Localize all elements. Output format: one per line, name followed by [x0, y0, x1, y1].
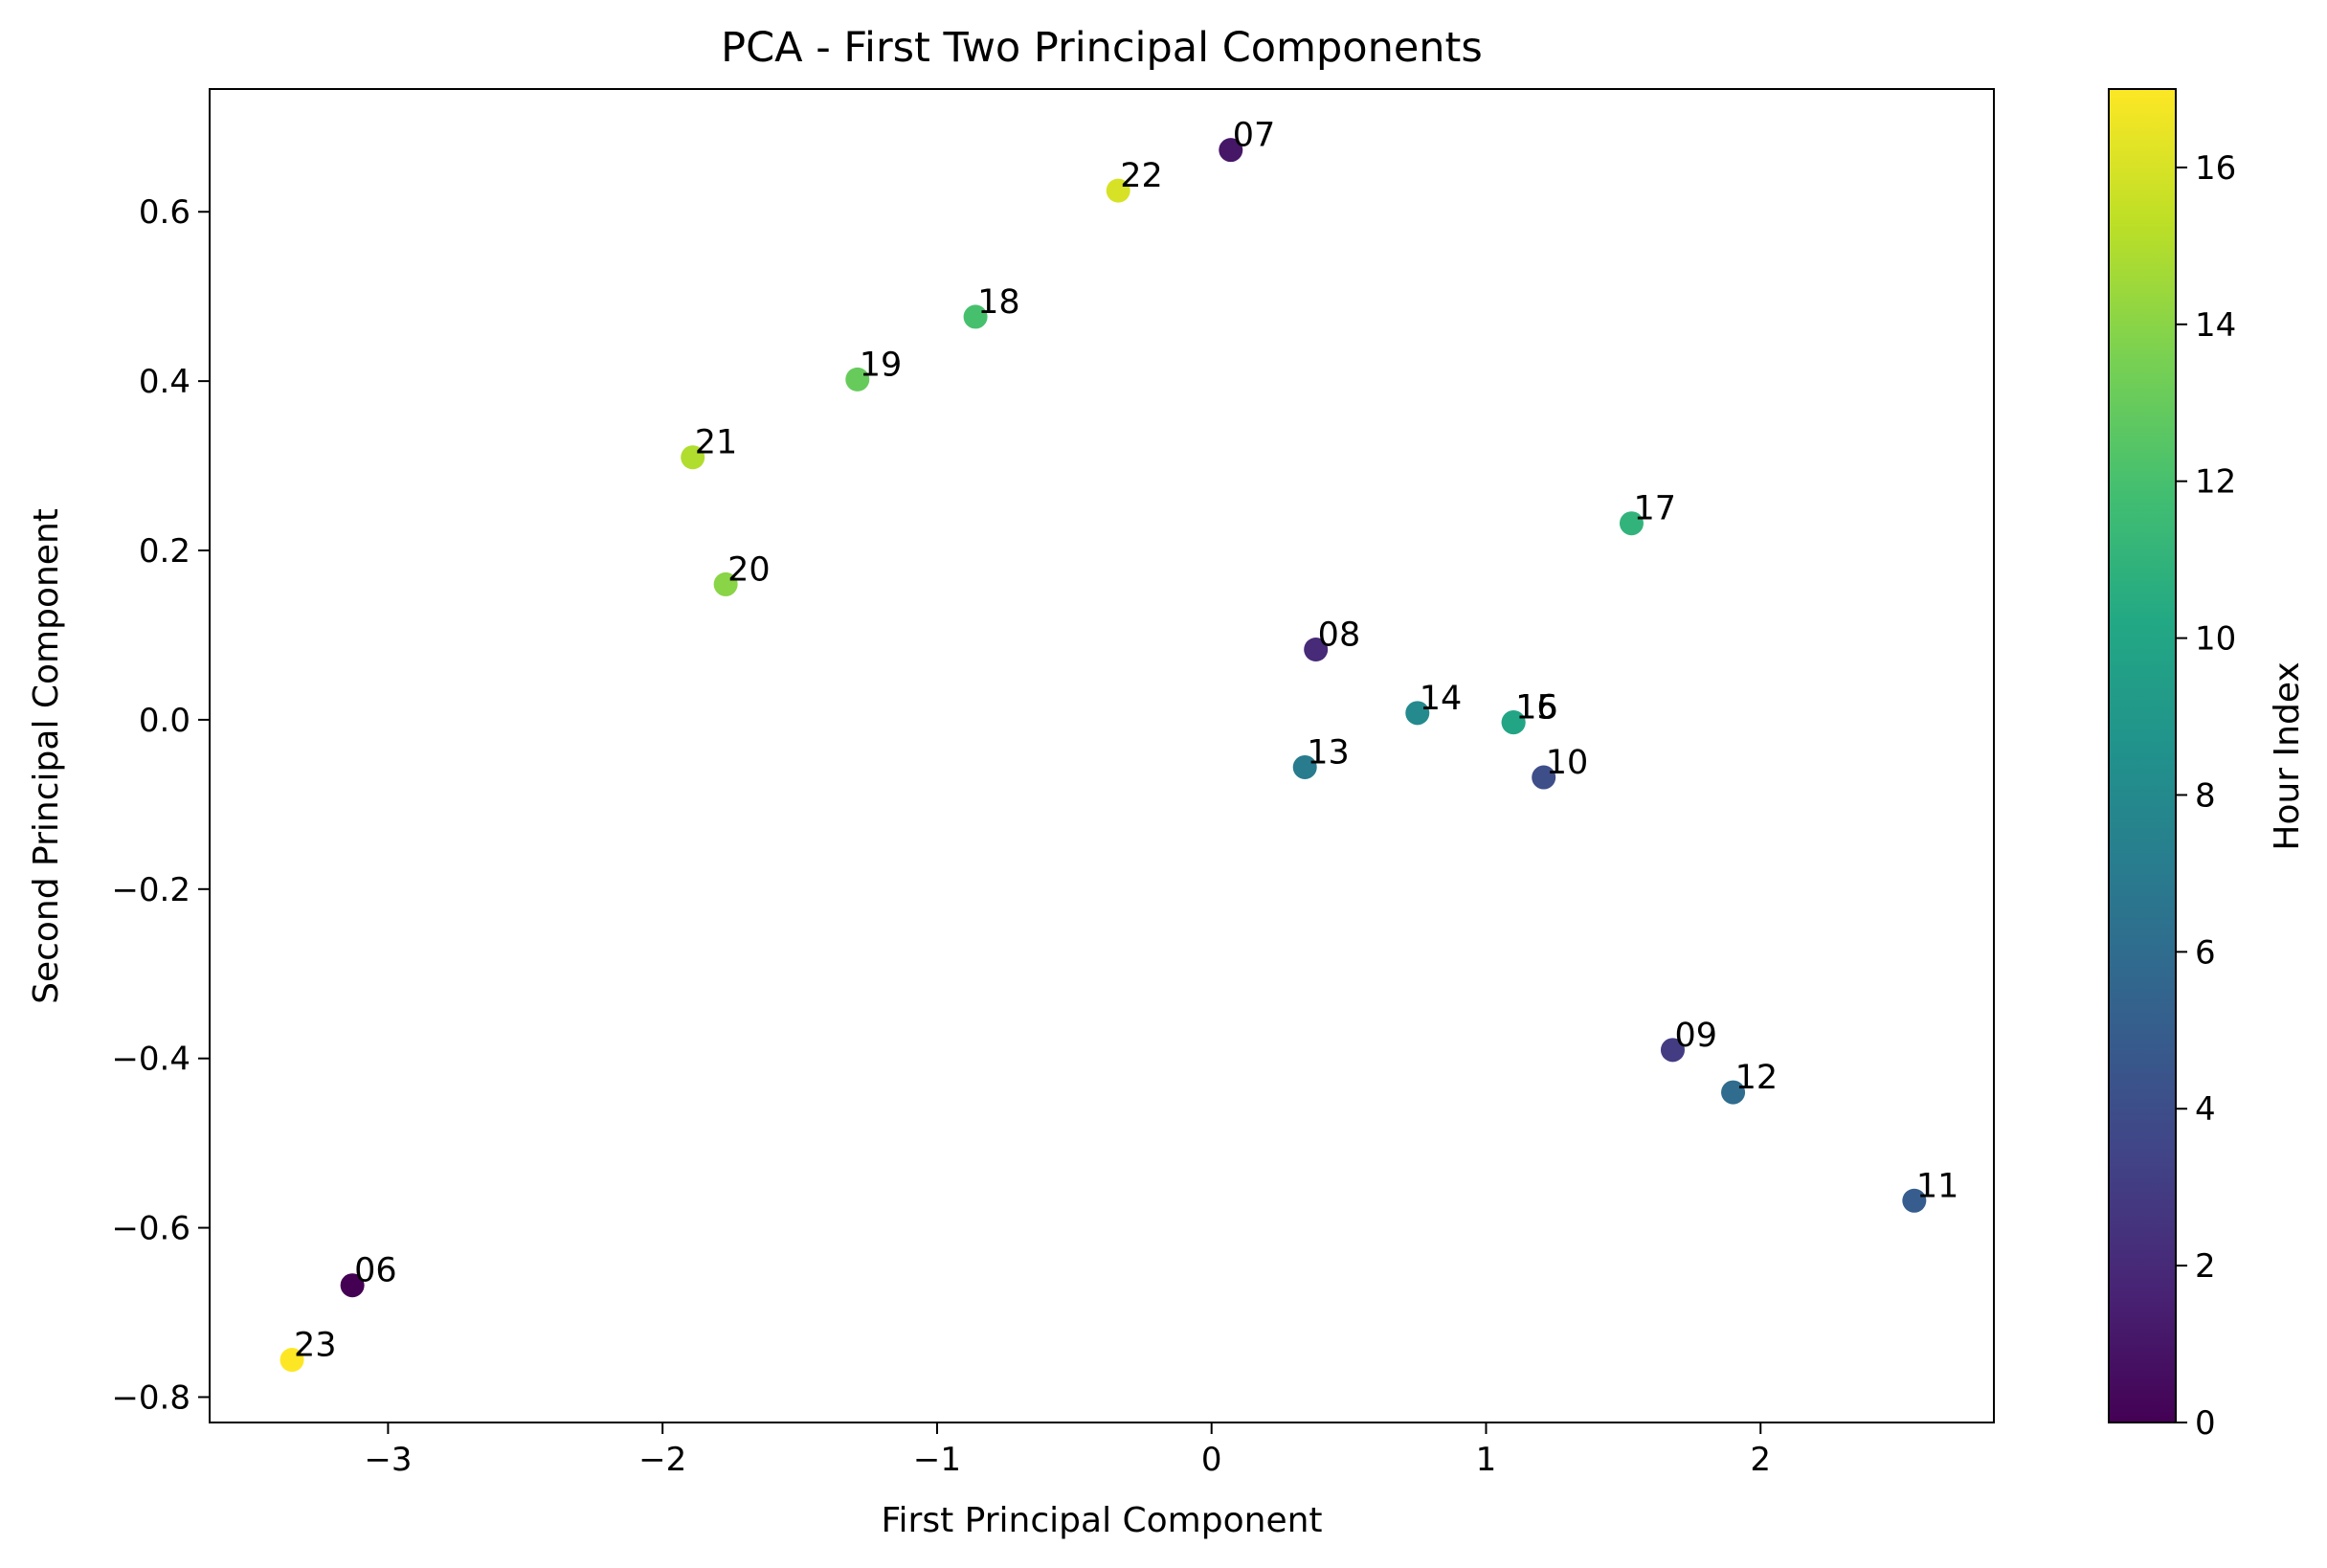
colorbar-ticks: 0 2 4 6 8 10 12 14 16 — [2176, 149, 2236, 1443]
y-tick-label: −0.8 — [111, 1378, 190, 1417]
x-tick-label: −2 — [638, 1441, 686, 1479]
scatter-point-11 — [1902, 1188, 1927, 1213]
scatter-point-07 — [1219, 138, 1243, 163]
x-axis-label: First Principal Component — [881, 1501, 1322, 1540]
scatter-point-09 — [1660, 1038, 1685, 1063]
colorbar-tick-label: 2 — [2195, 1247, 2216, 1286]
colorbar-tick-label: 14 — [2195, 306, 2236, 345]
y-tick-label: 0.0 — [139, 702, 190, 740]
colorbar-gradient — [2108, 88, 2177, 1423]
scatter-point-13 — [1292, 754, 1317, 779]
x-tick-label: 1 — [1476, 1441, 1497, 1479]
scatter-point-08 — [1304, 638, 1329, 662]
colorbar-tick-label: 0 — [2195, 1404, 2216, 1443]
point-label-11: 11 — [1916, 1167, 1959, 1205]
scatter-point-21 — [681, 445, 705, 470]
x-tick-label: 0 — [1201, 1441, 1222, 1479]
scatter-point-14 — [1405, 701, 1430, 726]
scatter-point-20 — [713, 571, 738, 596]
colorbar-tick-label: 8 — [2195, 776, 2216, 815]
chart-title: PCA - First Two Principal Components — [721, 24, 1483, 72]
x-tick-label: −3 — [364, 1441, 412, 1479]
colorbar-label: Hour Index — [2268, 661, 2307, 850]
point-label-22: 22 — [1120, 157, 1163, 195]
point-label-17: 17 — [1633, 490, 1676, 528]
scatter-point-12 — [1721, 1080, 1746, 1105]
point-label-20: 20 — [727, 550, 771, 589]
scatter-point-10 — [1532, 765, 1556, 790]
y-tick-label: 0.2 — [139, 532, 190, 571]
plot-frame — [209, 88, 1995, 1423]
colorbar: 0 2 4 6 8 10 12 14 16 Hour Index — [2108, 88, 2307, 1443]
point-label-08: 08 — [1318, 616, 1361, 655]
scatter-point-06 — [340, 1273, 365, 1298]
x-tick-label: −1 — [913, 1441, 961, 1479]
y-tick-label: 0.6 — [139, 193, 190, 232]
point-label-18: 18 — [977, 283, 1020, 322]
colorbar-tick-label: 16 — [2195, 149, 2236, 188]
colorbar-tick-label: 4 — [2195, 1090, 2216, 1129]
y-tick-label: 0.4 — [139, 363, 190, 401]
point-label-10: 10 — [1546, 744, 1589, 782]
point-label-23: 23 — [294, 1327, 337, 1365]
point-label-09: 09 — [1674, 1017, 1717, 1055]
point-label-12: 12 — [1735, 1059, 1779, 1097]
scatter-point-23 — [280, 1348, 304, 1373]
point-label-16: 16 — [1515, 689, 1558, 728]
y-tick-label: −0.6 — [111, 1210, 190, 1248]
point-label-19: 19 — [860, 346, 903, 384]
scatter-point-22 — [1106, 178, 1130, 203]
scatter-point-17 — [1619, 511, 1644, 536]
scatter-point-19 — [845, 367, 870, 392]
point-label-15: 15 — [1515, 689, 1558, 728]
point-label-06: 06 — [354, 1252, 397, 1290]
y-axis-label: Second Principal Component — [27, 508, 66, 1004]
colorbar-tick-label: 12 — [2195, 463, 2236, 502]
point-label-13: 13 — [1307, 733, 1350, 772]
x-tick-label: 2 — [1750, 1441, 1771, 1479]
point-label-21: 21 — [695, 424, 738, 462]
scatter-point-16 — [1501, 710, 1526, 735]
y-tick-label: −0.4 — [111, 1041, 190, 1079]
point-label-14: 14 — [1420, 680, 1463, 718]
colorbar-tick-label: 10 — [2195, 620, 2236, 659]
colorbar-tick-label: 6 — [2195, 933, 2216, 972]
scatter-point-18 — [963, 304, 988, 329]
point-label-07: 07 — [1233, 117, 1276, 155]
y-tick-label: −0.2 — [111, 871, 190, 909]
